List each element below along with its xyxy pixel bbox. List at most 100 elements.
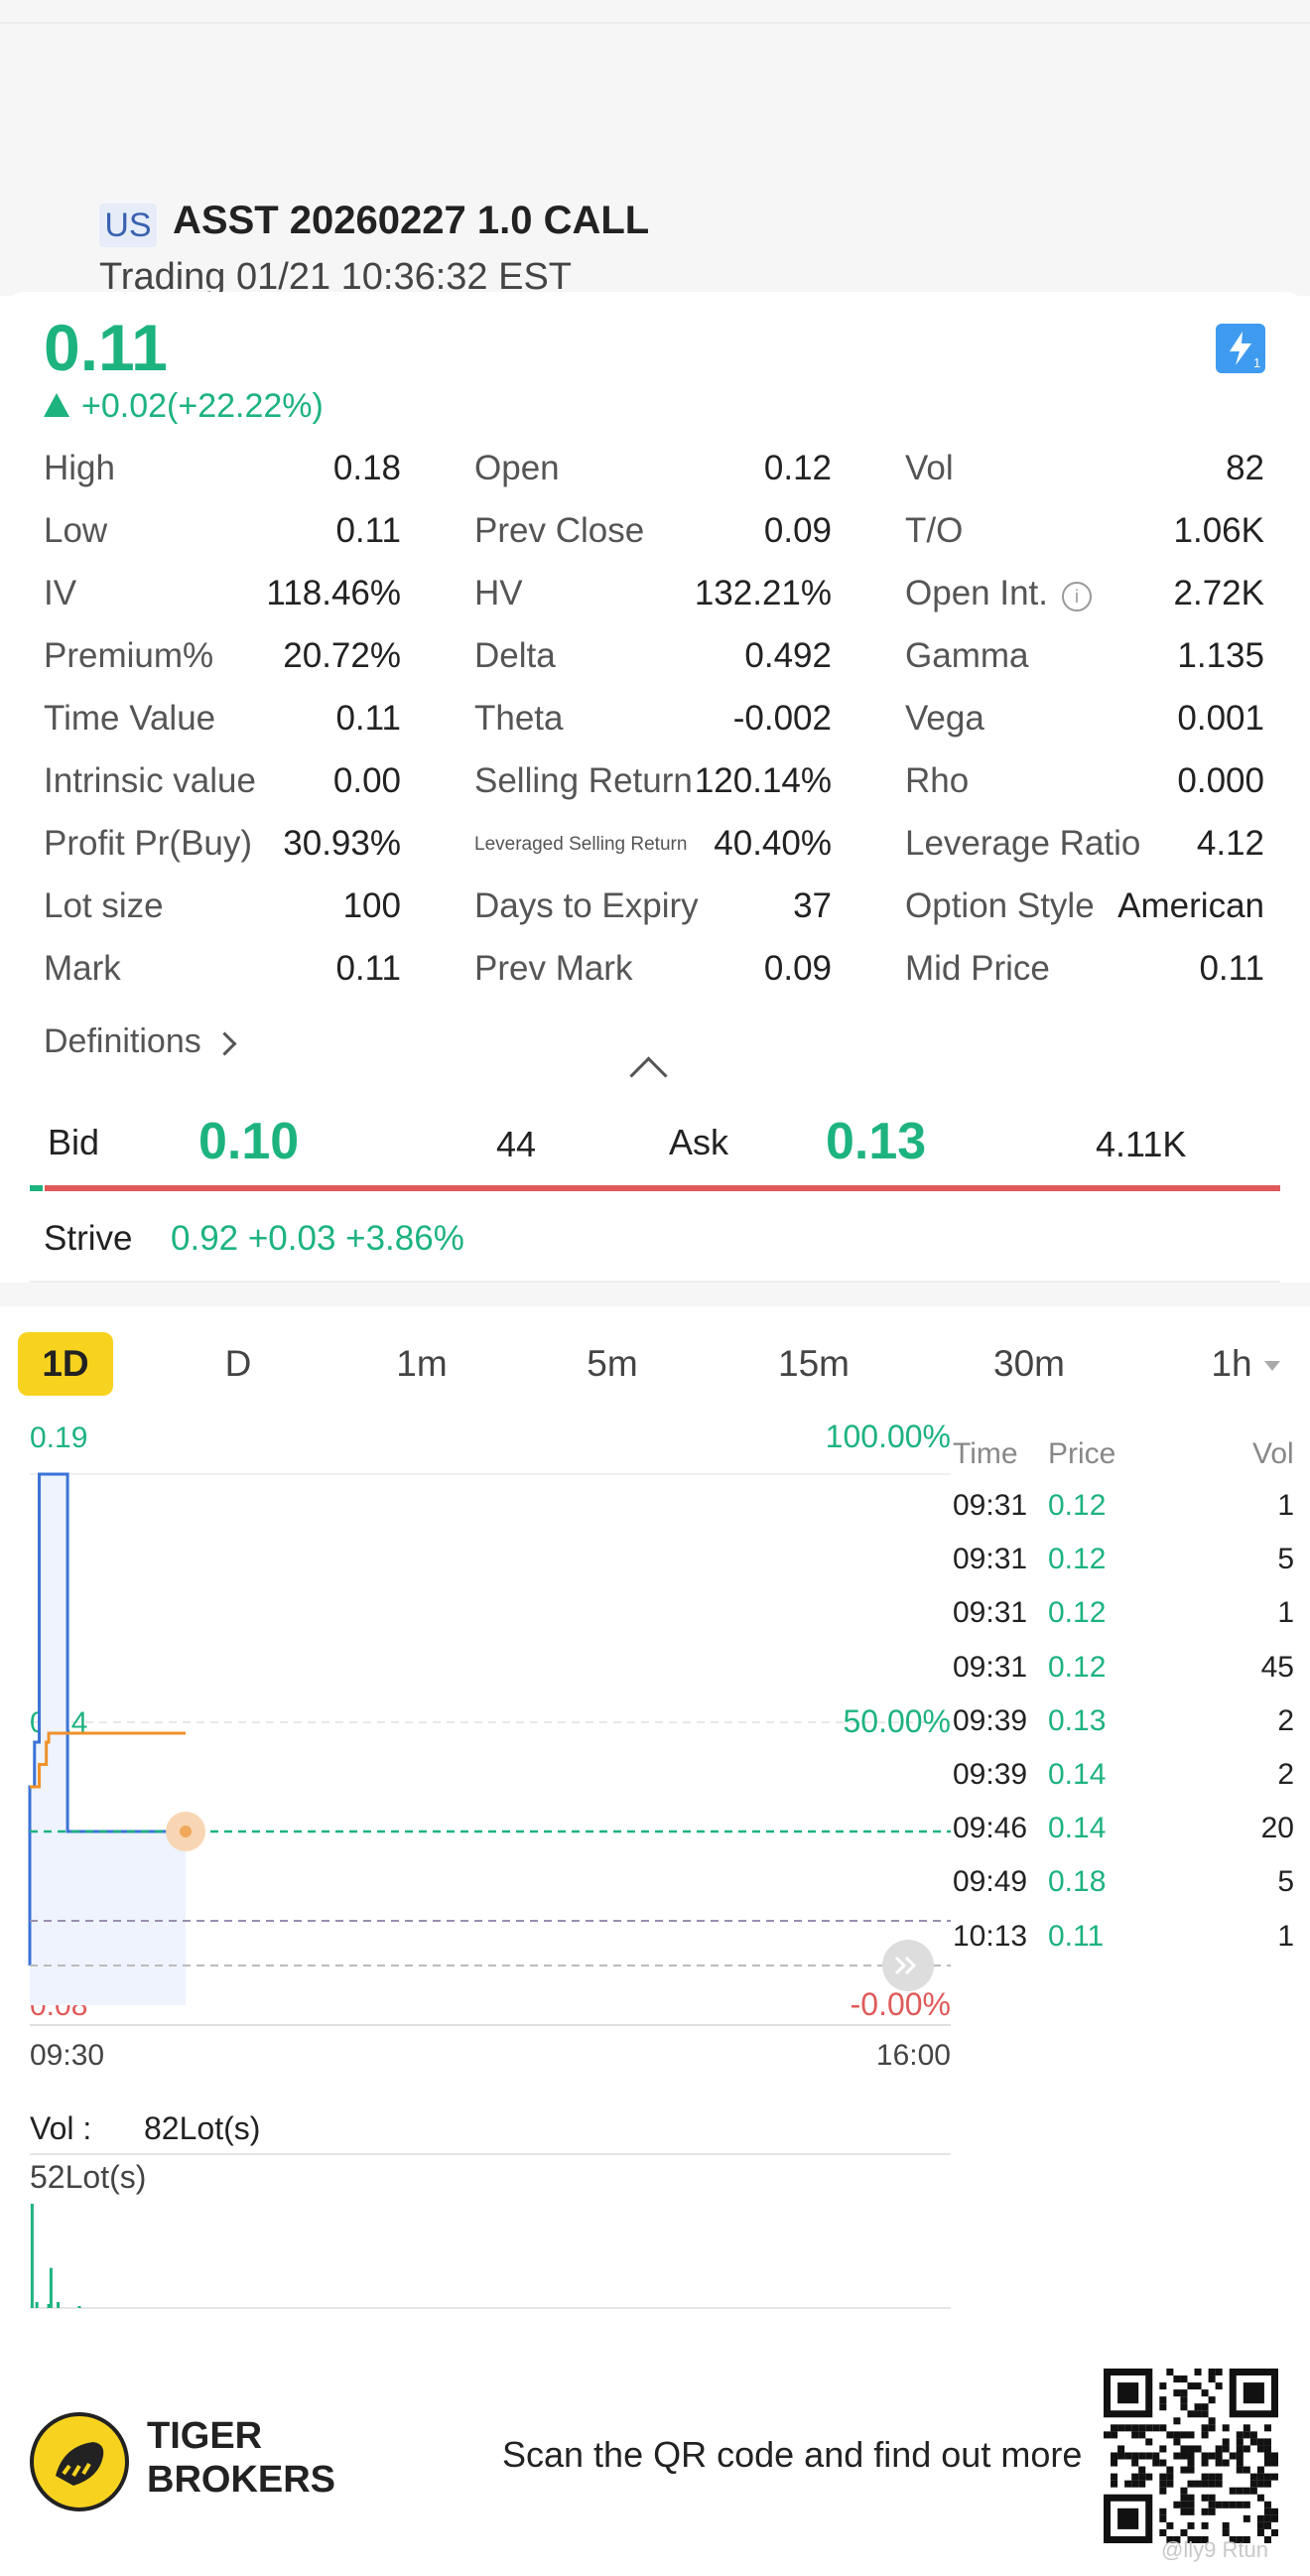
qr-module (1208, 2396, 1216, 2404)
stat-label: Leveraged Selling Return (474, 834, 688, 855)
stat-value: 0.11 (1199, 949, 1264, 988)
tab-1m[interactable]: 1m (377, 1332, 466, 1396)
volume-bar (77, 2305, 81, 2308)
qr-module (1138, 2431, 1146, 2439)
qr-module (1229, 2501, 1237, 2508)
qr-module (1208, 2480, 1216, 2488)
lightning-icon[interactable]: 1 (1216, 324, 1265, 373)
strive-value: 0.92 +0.03 +3.86% (171, 1219, 464, 1258)
stat-value: 0.09 (763, 949, 832, 988)
stat-label: Lot size (44, 886, 164, 925)
stat-value: 40.40% (714, 824, 832, 863)
qr-module (1159, 2514, 1167, 2522)
qr-module (1138, 2466, 1146, 2474)
qr-module (1194, 2445, 1202, 2453)
qr-module (1159, 2480, 1167, 2488)
qr-module (1159, 2445, 1167, 2453)
qr-module (1201, 2431, 1209, 2439)
x-end-label: 16:00 (876, 2039, 951, 2072)
tick-time: 09:46 (953, 1812, 1028, 1845)
qr-module (1249, 2431, 1257, 2439)
ticks-header-vol: Vol (1252, 1437, 1294, 1470)
info-icon[interactable]: i (1062, 582, 1092, 611)
tick-vol: 1 (1277, 1596, 1294, 1630)
definitions-link[interactable]: Definitions (44, 1022, 237, 1061)
qr-module (1249, 2438, 1257, 2446)
qr-module (1229, 2487, 1237, 2495)
stat-value: 132.21% (694, 574, 832, 612)
qr-module (1263, 2424, 1271, 2432)
qr-module (1159, 2424, 1167, 2432)
qr-module (1180, 2452, 1188, 2460)
bid-label: Bid (48, 1122, 100, 1162)
price-area (30, 1474, 187, 2005)
tick-time: 10:13 (953, 1919, 1028, 1953)
stat-label: Mid Price (905, 949, 1050, 988)
qr-module (1180, 2508, 1188, 2515)
qr-module (1166, 2466, 1174, 2474)
brand-line-1: TIGER (147, 2415, 263, 2457)
qr-module (1166, 2431, 1174, 2439)
qr-module (1111, 2473, 1118, 2481)
qr-module (1159, 2473, 1167, 2481)
scroll-forward-icon[interactable] (882, 1940, 934, 1991)
qr-module (1173, 2438, 1181, 2446)
tick-time: 09:39 (953, 1703, 1028, 1737)
qr-module (1194, 2410, 1202, 2418)
qr-module (1215, 2369, 1223, 2376)
stat-label: Leverage Ratio (905, 824, 1141, 863)
tick-price: 0.18 (1048, 1865, 1107, 1899)
qr-module (1180, 2501, 1188, 2508)
tab-d[interactable]: D (194, 1332, 283, 1396)
stat-value: 0.12 (763, 449, 832, 487)
qr-module (1236, 2445, 1244, 2453)
tab-label: 1h (1211, 1343, 1252, 1384)
stat-label: High (44, 449, 115, 487)
qr-module (1111, 2452, 1118, 2460)
stat-value: 0.11 (335, 699, 401, 738)
qr-module (1138, 2480, 1146, 2488)
volume-bar (30, 2204, 34, 2308)
qr-module (1243, 2466, 1250, 2474)
qr-module (1187, 2480, 1195, 2488)
qr-module (1145, 2438, 1153, 2446)
qr-module (1263, 2480, 1271, 2488)
qr-module (1256, 2494, 1264, 2502)
scan-prompt: Scan the QR code and find out more (502, 2434, 1083, 2475)
svg-text:1: 1 (1253, 355, 1260, 370)
tab-30m[interactable]: 30m (975, 1332, 1084, 1396)
qr-module (1138, 2473, 1146, 2481)
qr-module (1131, 2431, 1139, 2439)
qr-module (1263, 2473, 1271, 2481)
qr-module (1256, 2438, 1264, 2446)
qr-module (1256, 2473, 1264, 2481)
qr-module (1111, 2424, 1118, 2432)
intraday-chart[interactable]: 0.19 0.14 0.08 100.00% 50.00% -0.00% 09:… (0, 1410, 973, 2323)
qr-module (1180, 2528, 1188, 2536)
qr-module (1263, 2521, 1271, 2529)
qr-module (1270, 2452, 1278, 2460)
qr-module (1236, 2535, 1244, 2543)
tab-5m[interactable]: 5m (568, 1332, 657, 1396)
qr-module (1145, 2452, 1153, 2460)
stat-label: Theta (474, 699, 564, 738)
qr-module (1159, 2508, 1167, 2515)
ask-size: 4.11K (1096, 1124, 1187, 1164)
qr-module (1270, 2508, 1278, 2515)
qr-module (1187, 2431, 1195, 2439)
stat-value: 0.11 (335, 511, 401, 550)
qr-module (1208, 2501, 1216, 2508)
qr-module (1256, 2466, 1264, 2474)
qr-module (1131, 2480, 1139, 2488)
qr-module (1131, 2452, 1139, 2460)
qr-module (1194, 2382, 1202, 2390)
price-change: +0.02(+22.22%) (44, 387, 324, 426)
up-arrow-icon (44, 393, 69, 417)
stat-value: 118.46% (266, 574, 401, 612)
tab-15m[interactable]: 15m (764, 1332, 863, 1396)
tick-price: 0.14 (1048, 1758, 1107, 1791)
qr-module (1104, 2431, 1112, 2439)
tab-1h[interactable]: 1h (1191, 1332, 1300, 1396)
qr-module (1173, 2535, 1181, 2543)
tab-1d[interactable]: 1D (18, 1332, 113, 1396)
